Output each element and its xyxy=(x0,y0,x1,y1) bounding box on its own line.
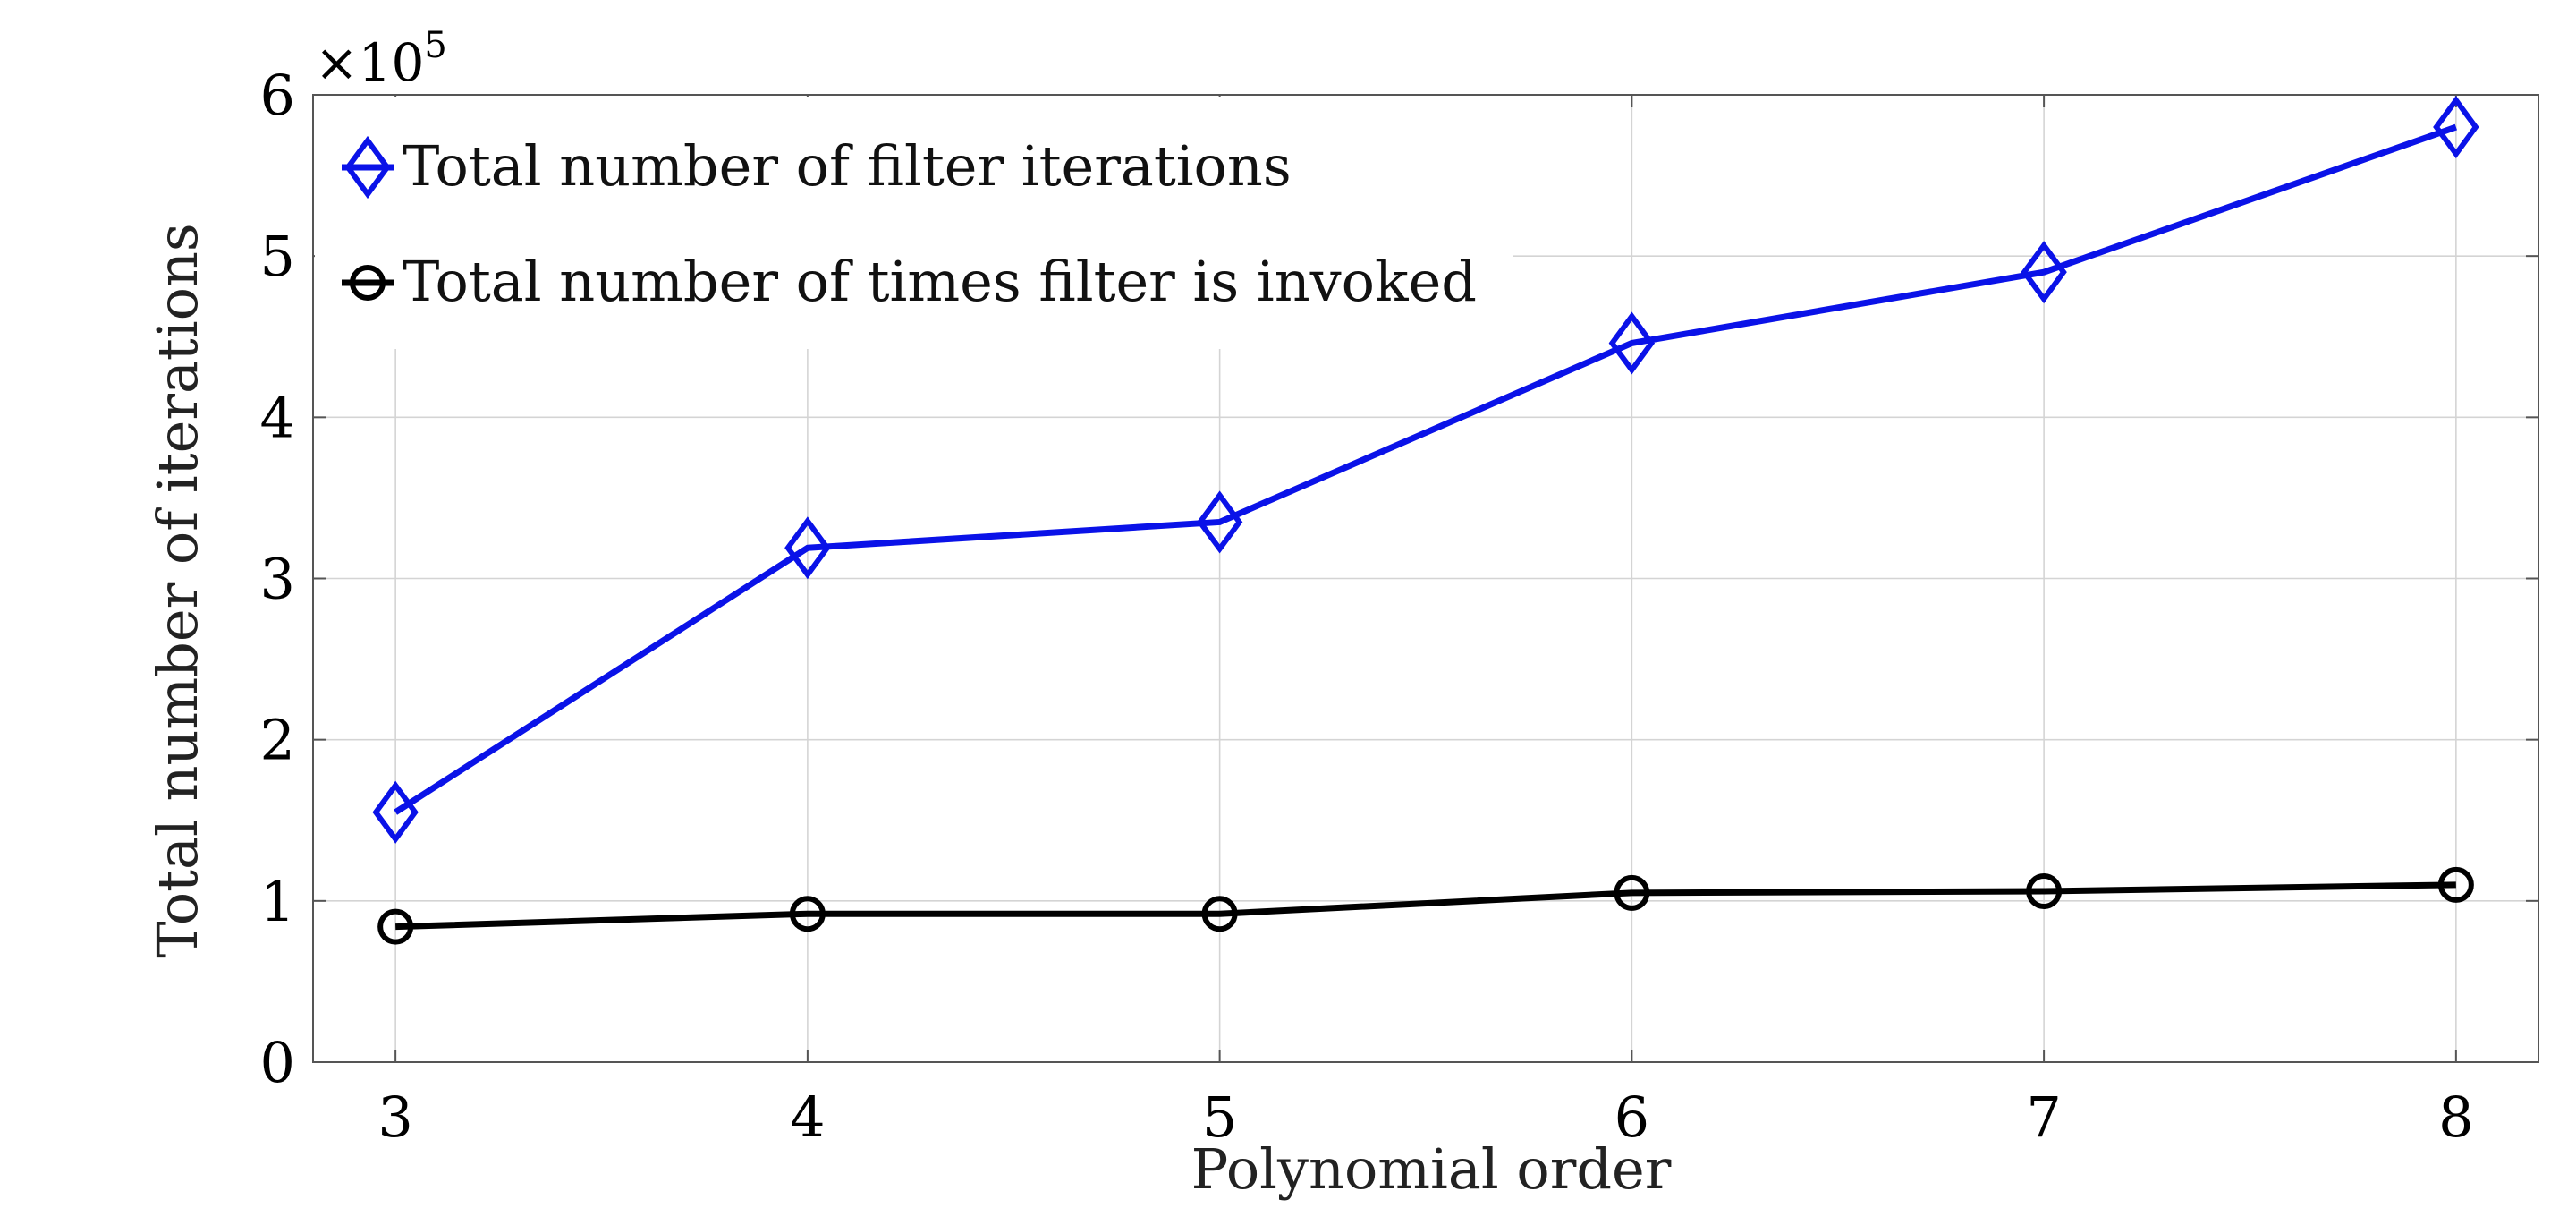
y-tick-label: 2 xyxy=(260,708,295,773)
y-tick-label: 3 xyxy=(260,547,295,612)
legend-label-2: Total number of times filter is invoked xyxy=(402,249,1477,314)
x-tick-label: 4 xyxy=(790,1085,825,1150)
series-1-point xyxy=(1196,490,1243,554)
series-1-point xyxy=(784,516,831,580)
y-tick-label: 1 xyxy=(260,869,295,934)
series-2-point xyxy=(377,908,414,945)
series-1-line xyxy=(394,123,2458,815)
series-1-point xyxy=(2021,241,2067,304)
x-tick-label: 3 xyxy=(377,1085,412,1150)
y-tick-label: 4 xyxy=(260,385,295,450)
legend-marker-1 xyxy=(344,135,391,200)
series-1-point xyxy=(1608,311,1656,375)
series-layer xyxy=(372,95,2479,945)
legend-background xyxy=(315,97,1513,349)
legend-entries: Total number of filter iterations Total n… xyxy=(342,133,1477,314)
x-tick-label: 7 xyxy=(2026,1085,2061,1150)
series-2-point xyxy=(1201,896,1238,932)
y-axis-exponent: ×105 xyxy=(315,25,447,93)
legend-label-1: Total number of filter iterations xyxy=(402,133,1292,199)
series-2-point xyxy=(1614,874,1650,911)
legend-entry-2: Total number of times filter is invoked xyxy=(342,249,1477,314)
series-2-line xyxy=(395,881,2456,931)
legend: Total number of filter iterations Total n… xyxy=(315,97,1513,349)
series-1-point xyxy=(2433,95,2479,159)
series-1-point xyxy=(372,780,419,844)
x-tick-label: 6 xyxy=(1614,1085,1649,1150)
series-2-point xyxy=(789,896,826,932)
series-2-point xyxy=(2026,873,2063,910)
x-axis-label: Polynomial order xyxy=(1191,1136,1672,1202)
y-axis-label: Total number of iterations xyxy=(145,223,210,958)
y-tick-label: 5 xyxy=(260,224,295,289)
y-axis-exponent-base: ×10 xyxy=(315,32,424,93)
legend-entry-1: Total number of filter iterations xyxy=(342,133,1292,200)
series-1 xyxy=(372,95,2479,844)
x-tick-label: 8 xyxy=(2438,1085,2473,1150)
series-2-point xyxy=(2437,866,2474,903)
legend-marker-2 xyxy=(350,265,386,301)
series-2 xyxy=(377,866,2474,945)
y-tick-label: 0 xyxy=(260,1030,295,1095)
x-tick-label: 5 xyxy=(1202,1085,1237,1150)
y-tick-label: 6 xyxy=(260,63,295,128)
x-axis-ticks: 3 4 5 6 7 8 xyxy=(377,95,2474,1150)
y-axis-ticks: 0 1 2 3 4 5 6 xyxy=(260,63,2538,1095)
y-axis-exponent-power: 5 xyxy=(424,25,446,66)
